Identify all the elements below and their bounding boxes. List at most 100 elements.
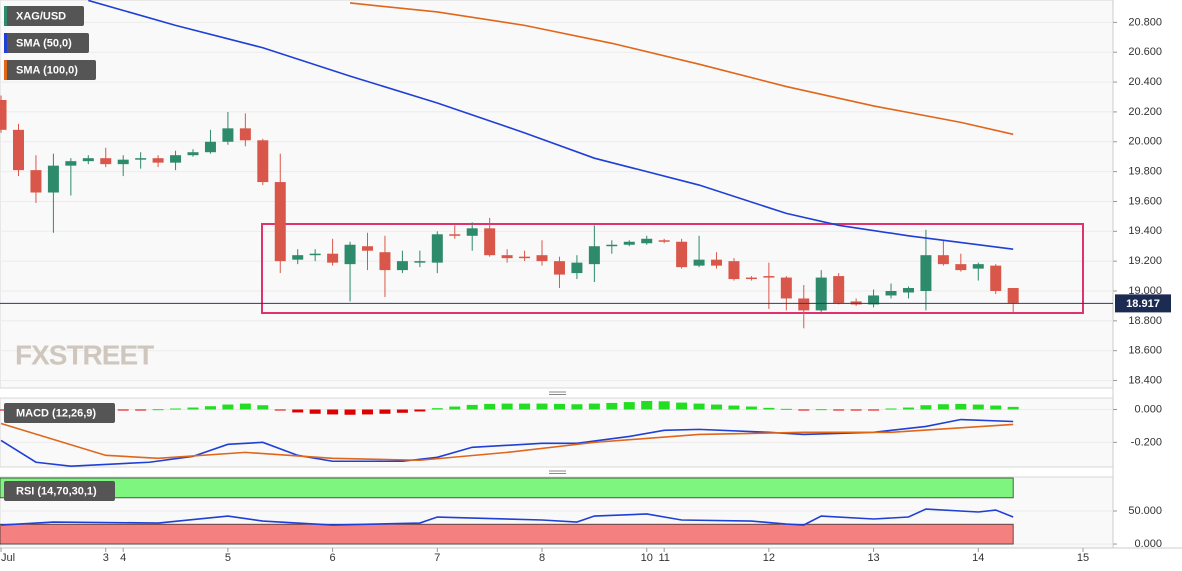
x-tick-label: 7 [434, 552, 440, 564]
macd-histogram-bar [972, 404, 984, 410]
macd-histogram-bar [257, 405, 269, 410]
macd-histogram-bar [484, 403, 496, 410]
macd-histogram-bar [274, 409, 286, 411]
y-tick-label: 19.400 [1128, 225, 1162, 237]
macd-histogram-bar [902, 407, 914, 410]
watermark: FXSTREET [15, 339, 154, 370]
candle-body [466, 228, 478, 236]
legend-label: SMA (100,0) [16, 64, 78, 76]
x-tick-label: 6 [330, 552, 336, 564]
panel-handle[interactable] [549, 470, 566, 474]
candle-body [937, 255, 949, 265]
candle-body [658, 240, 670, 242]
candle-body [623, 241, 635, 245]
y-tick-label: 19.200 [1128, 255, 1162, 267]
legend-item[interactable]: XAG/USD [4, 6, 84, 26]
macd-histogram-bar [222, 404, 234, 410]
candle-body [274, 182, 286, 262]
macd-histogram-bar [379, 409, 391, 414]
candle-body [519, 256, 531, 259]
panel-handle[interactable] [549, 391, 566, 395]
macd-histogram-bar [798, 409, 810, 411]
macd-histogram-bar [466, 404, 478, 410]
legend-box [4, 481, 115, 501]
candle-body [257, 140, 269, 183]
macd-histogram-bar [920, 405, 932, 410]
candle-body [309, 253, 321, 256]
y-tick-label: 20.600 [1128, 46, 1162, 58]
macd-histogram-bar [571, 404, 583, 410]
candle-body [711, 259, 723, 266]
candle-body [1007, 288, 1019, 303]
macd-histogram-bar [606, 402, 618, 410]
macd-histogram-bar [868, 409, 880, 411]
macd-histogram-bar [658, 401, 670, 410]
x-tick-label: 15 [1077, 552, 1089, 564]
legend-item[interactable]: RSI (14,70,30,1) [4, 481, 115, 501]
candle-body [135, 158, 147, 160]
candle-body [501, 255, 513, 259]
macd-histogram-bar [745, 406, 757, 410]
legend-label: MACD (12,26,9) [16, 407, 96, 419]
candle-body [606, 244, 618, 247]
candle-body [763, 276, 775, 278]
range-box [261, 223, 1084, 314]
indicator-line [349, 2, 1014, 136]
candle-body [745, 277, 757, 280]
legend-item[interactable]: MACD (12,26,9) [4, 403, 115, 423]
macd-histogram-bar [117, 409, 129, 411]
legend-item[interactable]: SMA (100,0) [4, 60, 96, 80]
y-tick-label: 50.000 [1128, 505, 1162, 517]
candle-body [676, 241, 688, 268]
candle-body [414, 261, 426, 263]
macd-histogram-bar [501, 403, 513, 410]
last-price-tag [1115, 294, 1171, 313]
macd-histogram-bar [187, 407, 199, 410]
legend-box [4, 33, 89, 53]
macd-histogram-bar [292, 409, 304, 413]
macd-histogram-bar [449, 406, 461, 410]
legend-item[interactable]: SMA (50,0) [4, 33, 89, 53]
macd-histogram-bar [623, 402, 635, 410]
macd-histogram-bar [396, 409, 408, 413]
x-tick-label: 12 [763, 552, 775, 564]
y-tick-label: 20.800 [1128, 16, 1162, 28]
candle-body [885, 291, 897, 296]
candle-body [222, 128, 234, 142]
macd-histogram-bar [693, 403, 705, 410]
macd-histogram-bar [309, 409, 321, 414]
candle-body [868, 295, 880, 305]
candle-body [344, 244, 356, 265]
y-tick-label: 19.000 [1128, 285, 1162, 297]
y-tick-label: 18.400 [1128, 374, 1162, 386]
x-tick-label: Jul [1, 552, 15, 564]
macd-histogram-bar [780, 408, 792, 410]
legend-label: XAG/USD [16, 10, 66, 22]
x-tick-label: 5 [225, 552, 231, 564]
axis-layer: 20.800 20.600 20.400 20.200 20.000 19.800 19.6… [0, 16, 1171, 564]
candle-body [100, 158, 112, 165]
macd-histogram-bar [955, 403, 967, 410]
legend-label: RSI (14,70,30,1) [16, 485, 97, 497]
macd-histogram-bar [0, 409, 7, 411]
legend-box [4, 60, 96, 80]
x-tick-label: 3 [103, 552, 109, 564]
y-tick-label: 19.600 [1128, 195, 1162, 207]
macd-histogram-bar [344, 409, 356, 415]
y-tick-label: 0.000 [1134, 403, 1162, 415]
y-tick-label: 20.200 [1128, 106, 1162, 118]
x-tick-label: 14 [972, 552, 984, 564]
candle-body [972, 264, 984, 269]
price-panel [0, 0, 1114, 389]
macd-histogram-bar [414, 409, 426, 412]
macd-histogram-bar [519, 403, 531, 410]
legend-box [4, 6, 84, 26]
x-tick-label: 13 [867, 552, 879, 564]
macd-histogram-bar [327, 409, 339, 415]
candle-body [0, 99, 7, 130]
candle-body [449, 234, 461, 236]
candle-body [152, 158, 164, 163]
candle-body [780, 277, 792, 299]
macd-histogram-bar [937, 404, 949, 410]
